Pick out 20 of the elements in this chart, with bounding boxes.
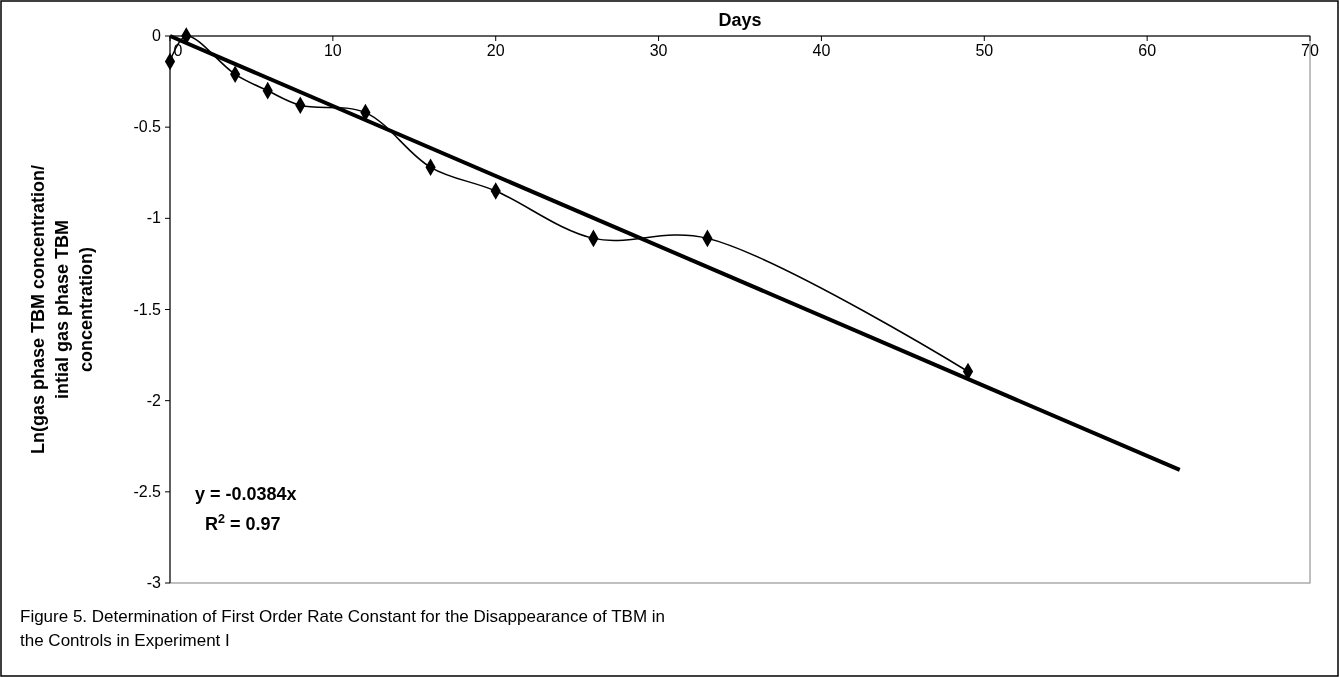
y-tick-label: -0.5	[133, 118, 162, 136]
caption: Figure 5. Determination of First Order Rate Constant for the Disappearance of TBM in the Controls in Experiment I	[20, 607, 666, 650]
x-tick-label: 30	[649, 42, 668, 59]
x-tick-label: 70	[1301, 42, 1319, 59]
y-tick-label: -2	[146, 391, 162, 409]
x-tick-label: 60	[1138, 42, 1157, 59]
annotation: R$^{2}$ = 0.97	[205, 512, 281, 534]
x-tick-label: 0	[173, 42, 183, 59]
y-tick-label: -3	[146, 574, 162, 591]
y-axis-title: Ln(gas phase TBM concentration/ intial gas phase TBM concentration)	[28, 164, 96, 455]
x-tick-label: 10	[323, 42, 342, 59]
y-tick-label: -1.5	[133, 300, 162, 318]
x-tick-label: 40	[812, 42, 831, 59]
x-axis-title: Days	[718, 10, 762, 30]
annotation: y = -0.0384x	[195, 484, 297, 504]
y-tick-label: -1	[146, 209, 162, 227]
y-tick-label: 0	[152, 27, 162, 44]
x-tick-label: 50	[975, 42, 994, 59]
x-tick-label: 20	[486, 42, 505, 59]
y-tick-label: -2.5	[133, 482, 162, 500]
